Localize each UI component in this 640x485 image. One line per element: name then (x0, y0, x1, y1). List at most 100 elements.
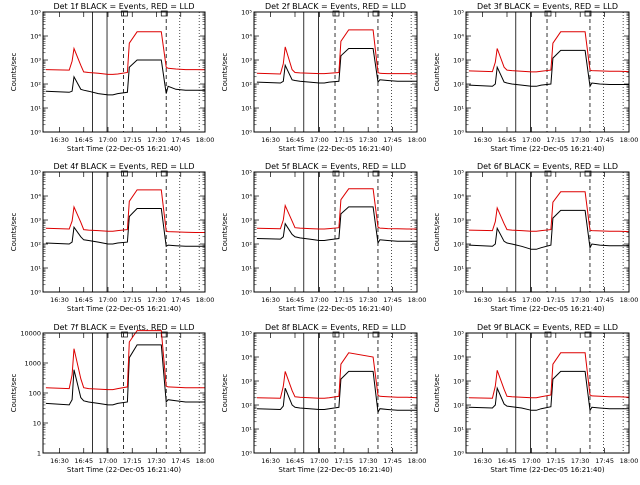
panel-title: Det 5f BLACK = Events, RED = LLD (265, 162, 406, 171)
panel-det-6: Det 6f BLACK = Events, RED = LLD Counts/s… (433, 162, 638, 313)
series-line-events (45, 208, 205, 248)
x-axis-title: Start Time (22-Dec-05 16:21:40) (490, 145, 604, 153)
series-line-lld (256, 29, 418, 75)
x-tick-label: 17:30 (571, 457, 590, 465)
x-tick-label: 16:30 (50, 136, 69, 144)
x-axis-title: Start Time (22-Dec-05 16:21:40) (67, 466, 181, 474)
top-marker (544, 170, 552, 177)
x-tick-label: 17:15 (546, 296, 565, 304)
x-tick-label: 17:30 (571, 136, 590, 144)
x-tick-label: 17:30 (147, 296, 166, 304)
top-marker (160, 170, 168, 177)
series-line-events (468, 209, 629, 250)
plot-frame (465, 332, 630, 454)
top-marker (372, 331, 380, 338)
x-tick-label: 18:00 (196, 296, 215, 304)
y-tick-label: 10⁵ (453, 330, 464, 338)
x-tick-label: 17:30 (359, 457, 378, 465)
y-tick-label: 10¹ (241, 265, 252, 273)
x-tick-label: 18:00 (620, 457, 639, 465)
series-line-lld (256, 352, 418, 399)
panel-det-2: Det 2f BLACK = Events, RED = LLD Counts/s… (221, 2, 426, 153)
panel-title: Det 2f BLACK = Events, RED = LLD (265, 2, 406, 11)
y-tick-label: 10⁰ (241, 450, 252, 458)
plot-frame (253, 332, 418, 454)
series-line-lld (468, 191, 630, 233)
y-tick-label: 10² (30, 81, 41, 89)
x-tick-label: 17:45 (383, 296, 402, 304)
x-tick-label: 18:00 (196, 136, 215, 144)
panel-det-9: Det 9f BLACK = Events, RED = LLD Counts/s… (433, 323, 638, 474)
y-tick-label: 10⁴ (453, 354, 464, 362)
y-tick-label: 10⁴ (241, 33, 252, 41)
x-tick-label: 16:45 (286, 457, 305, 465)
x-tick-label: 16:45 (498, 457, 517, 465)
x-tick-label: 18:00 (408, 296, 427, 304)
y-tick-label: 1000 (24, 360, 41, 368)
panel-title: Det 4f BLACK = Events, RED = LLD (53, 162, 194, 171)
y-tick-label: 10⁰ (453, 289, 464, 297)
y-tick-label: 10⁴ (30, 33, 41, 41)
x-tick-label: 18:00 (408, 136, 427, 144)
x-tick-label: 16:30 (473, 457, 492, 465)
x-tick-label: 16:30 (50, 457, 69, 465)
y-tick-label: 10³ (453, 378, 464, 386)
series-line-events (256, 370, 417, 414)
y-tick-label: 10¹ (241, 426, 252, 434)
y-tick-label: 10³ (241, 57, 252, 65)
series-line-events (468, 49, 629, 88)
panel-title: Det 1f BLACK = Events, RED = LLD (53, 2, 194, 11)
x-tick-label: 17:45 (595, 296, 614, 304)
x-tick-label: 17:45 (595, 457, 614, 465)
x-tick-label: 16:30 (261, 457, 280, 465)
top-marker (332, 170, 340, 177)
series-line-events (45, 344, 205, 406)
top-marker (121, 170, 128, 177)
top-marker (332, 331, 340, 338)
y-tick-label: 1 (37, 450, 41, 458)
series-line-lld (468, 352, 630, 399)
y-tick-label: 10⁴ (453, 33, 464, 41)
y-tick-label: 10² (453, 241, 464, 249)
panel-det-1: Det 1f BLACK = Events, RED = LLD Counts/s… (10, 2, 214, 153)
y-axis-title: Counts/sec (10, 374, 18, 413)
x-tick-label: 16:45 (498, 296, 517, 304)
y-tick-label: 10⁴ (30, 193, 41, 201)
top-marker (544, 10, 552, 17)
x-axis-title: Start Time (22-Dec-05 16:21:40) (278, 305, 392, 313)
top-marker (584, 10, 592, 17)
y-tick-label: 10⁴ (241, 354, 252, 362)
y-tick-label: 10¹ (453, 265, 464, 273)
x-tick-label: 17:45 (171, 136, 190, 144)
plot-frame (253, 171, 418, 293)
y-tick-label: 10³ (241, 217, 252, 225)
top-marker (584, 331, 592, 338)
panel-title: Det 7f BLACK = Events, RED = LLD (53, 323, 194, 332)
x-tick-label: 17:30 (359, 136, 378, 144)
panel-title: Det 6f BLACK = Events, RED = LLD (477, 162, 618, 171)
top-marker (372, 170, 380, 177)
y-tick-label: 10³ (30, 217, 41, 225)
y-tick-label: 10⁵ (453, 9, 464, 17)
y-tick-label: 10³ (453, 217, 464, 225)
top-marker (121, 10, 128, 17)
x-tick-label: 16:45 (74, 457, 93, 465)
x-tick-label: 16:45 (286, 296, 305, 304)
series-line-lld (45, 31, 206, 75)
x-tick-label: 17:45 (171, 296, 190, 304)
y-tick-label: 10¹ (453, 426, 464, 434)
series-line-lld (45, 189, 205, 233)
y-tick-label: 10⁵ (30, 169, 41, 177)
x-axis-title: Start Time (22-Dec-05 16:21:40) (278, 466, 392, 474)
x-tick-label: 16:30 (261, 296, 280, 304)
x-tick-label: 16:45 (286, 136, 305, 144)
series-line-events (468, 370, 629, 412)
x-tick-label: 17:30 (359, 296, 378, 304)
x-tick-label: 17:30 (147, 457, 166, 465)
y-tick-label: 10⁵ (241, 9, 252, 17)
y-tick-label: 10⁴ (241, 193, 252, 201)
panel-title: Det 9f BLACK = Events, RED = LLD (477, 323, 618, 332)
y-axis-title: Counts/sec (433, 213, 441, 252)
